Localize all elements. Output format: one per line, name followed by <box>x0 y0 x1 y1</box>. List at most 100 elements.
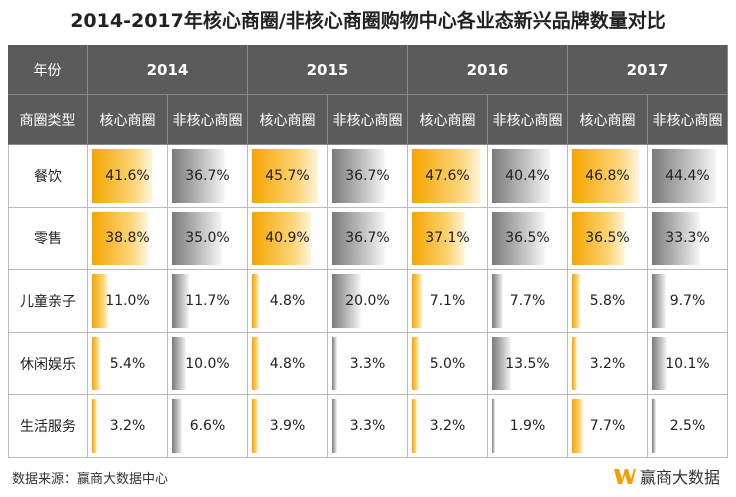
data-bar <box>92 211 148 266</box>
data-cell: 11.7% <box>168 270 248 333</box>
logo-icon <box>613 469 636 484</box>
data-cell: 3.2% <box>408 395 488 458</box>
data-cell: 9.7% <box>648 270 728 333</box>
data-cell: 36.7% <box>328 207 408 271</box>
cell-value: 5.0% <box>429 355 466 372</box>
logo-text: 赢商大数据 <box>639 468 720 487</box>
cell-value: 7.7% <box>589 418 626 435</box>
sub-header: 核心商圈 <box>408 95 488 145</box>
cell-value: 7.1% <box>429 292 466 309</box>
data-bar <box>332 274 361 328</box>
data-bar <box>572 274 581 328</box>
data-cell: 20.0% <box>328 270 408 333</box>
data-cell: 46.8% <box>568 145 648 208</box>
data-bar <box>332 149 385 203</box>
data-bar <box>252 399 258 453</box>
data-cell: 1.9% <box>488 395 568 458</box>
sub-header: 非核心商圈 <box>168 95 248 145</box>
data-cell: 10.0% <box>168 332 248 396</box>
source-note: 数据来源：赢商大数据中心 <box>12 472 169 487</box>
sub-header: 核心商圈 <box>568 95 648 145</box>
data-bar <box>412 211 466 266</box>
cell-value: 36.7% <box>185 167 230 184</box>
data-cell: 37.1% <box>408 207 488 271</box>
data-cell: 2.5% <box>648 395 728 458</box>
row-label: 生活服务 <box>8 395 88 458</box>
data-bar <box>172 274 189 328</box>
data-cell: 36.7% <box>168 145 248 208</box>
cell-value: 7.7% <box>509 292 546 309</box>
cell-value: 36.5% <box>585 230 630 247</box>
sub-header: 核心商圈 <box>248 95 328 145</box>
data-bar <box>652 211 700 266</box>
cell-value: 36.7% <box>345 230 390 247</box>
data-bar <box>92 336 100 391</box>
row-label: 零售 <box>8 207 88 271</box>
data-bar <box>652 336 667 391</box>
data-cell: 36.7% <box>328 145 408 208</box>
year-header: 2015 <box>248 45 408 95</box>
data-cell: 7.7% <box>568 395 648 458</box>
data-cell: 33.3% <box>648 207 728 271</box>
year-header: 2017 <box>568 45 728 95</box>
data-cell: 41.6% <box>88 145 168 208</box>
cell-value: 40.9% <box>265 230 310 247</box>
data-cell: 6.6% <box>168 395 248 458</box>
data-cell: 10.1% <box>648 332 728 396</box>
data-cell: 38.8% <box>88 207 168 271</box>
data-bar <box>172 336 187 391</box>
logo: 赢商大数据 <box>613 464 720 488</box>
cell-value: 44.4% <box>665 167 710 184</box>
cell-value: 3.3% <box>349 418 386 435</box>
cell-value: 3.3% <box>349 355 386 372</box>
data-cell: 5.4% <box>88 332 168 396</box>
data-cell: 44.4% <box>648 145 728 208</box>
cell-value: 41.6% <box>105 167 150 184</box>
cell-value: 46.8% <box>585 167 630 184</box>
data-cell: 5.0% <box>408 332 488 396</box>
cell-value: 3.9% <box>269 418 306 435</box>
data-bar <box>492 336 512 391</box>
data-bar <box>492 399 495 453</box>
table: 年份 2014 2015 2016 2017 商圈类型 核心商圈 非核心商圈 核心商圈 非核心商圈… <box>8 45 728 458</box>
data-bar <box>492 274 504 328</box>
cell-value: 35.0% <box>185 230 230 247</box>
data-bar <box>572 336 577 391</box>
cell-value: 40.4% <box>505 167 550 184</box>
data-cell: 13.5% <box>488 332 568 396</box>
data-bar <box>412 399 417 453</box>
data-cell: 47.6% <box>408 145 488 208</box>
header-cell: 年份 <box>8 45 88 95</box>
data-cell: 3.3% <box>328 395 408 458</box>
data-bar <box>652 149 716 203</box>
data-cell: 3.9% <box>248 395 328 458</box>
data-bar <box>252 336 259 391</box>
row-label: 餐饮 <box>8 145 88 208</box>
data-cell: 7.1% <box>408 270 488 333</box>
cell-value: 10.1% <box>665 355 710 372</box>
cell-value: 11.0% <box>105 292 150 309</box>
data-cell: 36.5% <box>568 207 648 271</box>
row-label: 休闲娱乐 <box>8 332 88 396</box>
data-cell: 3.2% <box>88 395 168 458</box>
cell-value: 37.1% <box>425 230 470 247</box>
cell-value: 38.8% <box>105 230 150 247</box>
data-bar <box>652 274 666 328</box>
data-cell: 40.9% <box>248 207 328 271</box>
year-header: 2014 <box>88 45 248 95</box>
data-cell: 36.5% <box>488 207 568 271</box>
cell-value: 10.0% <box>185 355 230 372</box>
data-bar <box>92 274 108 328</box>
cell-value: 36.7% <box>345 167 390 184</box>
sub-header: 非核心商圈 <box>648 95 728 145</box>
data-cell: 3.2% <box>568 332 648 396</box>
data-bar <box>332 336 337 391</box>
data-bar <box>172 149 225 203</box>
data-bar <box>572 399 584 453</box>
data-cell: 3.3% <box>328 332 408 396</box>
data-cell: 35.0% <box>168 207 248 271</box>
data-cell: 11.0% <box>88 270 168 333</box>
year-header: 2016 <box>408 45 568 95</box>
cell-value: 3.2% <box>429 418 466 435</box>
data-bar <box>252 274 259 328</box>
